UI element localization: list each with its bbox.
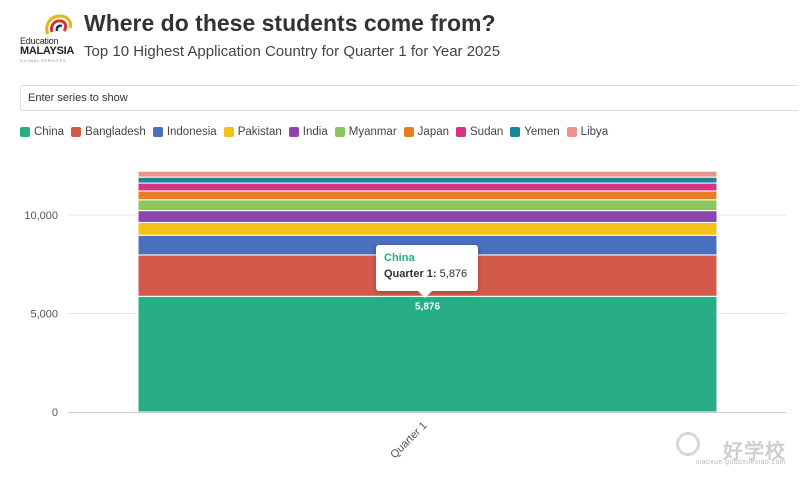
legend-item-libya[interactable]: Libya bbox=[566, 126, 609, 138]
legend-item-sudan[interactable]: Sudan bbox=[456, 126, 503, 138]
bar-segment-japan bbox=[137, 190, 718, 201]
legend-swatch bbox=[288, 127, 299, 137]
legend-item-china[interactable]: China bbox=[20, 126, 64, 138]
legend-item-bangladesh[interactable]: Bangladesh bbox=[71, 126, 146, 138]
education-malaysia-logo: Education MALAYSIA GLOBAL SERVICES bbox=[20, 12, 78, 63]
legend-item-japan[interactable]: Japan bbox=[403, 126, 450, 138]
bar-segment-libya bbox=[137, 170, 718, 178]
legend-label: Indonesia bbox=[166, 126, 217, 138]
legend-item-yemen[interactable]: Yemen bbox=[510, 126, 560, 138]
legend-label: Yemen bbox=[524, 126, 560, 138]
chart-subtitle: Top 10 Highest Application Country for Q… bbox=[84, 43, 501, 60]
bar-segment-yemen bbox=[137, 176, 718, 184]
chart-header: Education MALAYSIA GLOBAL SERVICES Where… bbox=[20, 10, 780, 70]
data-label-china: 5,876 bbox=[415, 301, 440, 312]
legend-swatch bbox=[456, 127, 467, 137]
legend-swatch bbox=[223, 127, 234, 137]
legend-swatch bbox=[71, 127, 82, 137]
legend-swatch bbox=[20, 127, 30, 137]
watermark-text: 好学校 bbox=[723, 441, 786, 463]
legend-label: Bangladesh bbox=[85, 126, 146, 138]
legend-label: India bbox=[302, 126, 328, 138]
y-tick-label: 10,000 bbox=[24, 210, 58, 222]
legend-swatch bbox=[566, 127, 577, 137]
chart-tooltip: China Quarter 1: 5,876 bbox=[376, 245, 478, 298]
bar-segment-india bbox=[137, 210, 718, 223]
bar-segment-pakistan bbox=[137, 221, 718, 236]
chart-title: Where do these students come from? bbox=[84, 10, 496, 36]
legend-item-indonesia[interactable]: Indonesia bbox=[152, 126, 217, 138]
x-tick-label: Quarter 1 bbox=[388, 420, 429, 461]
bar-segment-sudan bbox=[137, 182, 718, 192]
watermark: 好学校 xiaoxue.goodxuexiao.com bbox=[666, 429, 786, 471]
tooltip-category-label: Quarter 1: bbox=[384, 268, 437, 280]
legend-item-pakistan[interactable]: Pakistan bbox=[223, 126, 282, 138]
tooltip-series-name: China bbox=[384, 252, 415, 264]
legend-swatch bbox=[152, 127, 163, 137]
legend-swatch bbox=[403, 127, 414, 137]
legend-label: Myanmar bbox=[348, 126, 397, 138]
legend-swatch bbox=[510, 127, 521, 137]
legend-label: Libya bbox=[580, 126, 609, 138]
logo-text-malaysia: MALAYSIA bbox=[20, 45, 75, 57]
tooltip-value-row: Quarter 1: 5,876 bbox=[384, 268, 470, 280]
watermark-url: xiaoxue.goodxuexiao.com bbox=[695, 459, 786, 466]
logo-text-tagline: GLOBAL SERVICES bbox=[20, 58, 67, 63]
legend-label: Sudan bbox=[470, 126, 504, 138]
legend-item-myanmar[interactable]: Myanmar bbox=[334, 126, 397, 138]
legend-label: Japan bbox=[417, 126, 450, 138]
series-filter-input[interactable] bbox=[20, 85, 798, 111]
stacked-bar-chart: 0 5,000 10,000 5,876 Quarter 1 bbox=[24, 170, 786, 461]
watermark-badge-icon bbox=[676, 432, 700, 456]
y-tick-label: 5,000 bbox=[30, 309, 58, 321]
bar-segment-myanmar bbox=[137, 199, 718, 212]
tooltip-value: 5,876 bbox=[439, 268, 468, 280]
legend-label: China bbox=[34, 126, 65, 138]
bar-segment-china bbox=[137, 295, 718, 413]
logo-text-education: Education bbox=[20, 36, 59, 46]
logo-swirl-icon bbox=[45, 14, 72, 35]
chart-legend: China Bangladesh Indonesia Pakistan India Mya… bbox=[20, 126, 615, 138]
legend-swatch bbox=[334, 127, 345, 137]
legend-label: Pakistan bbox=[237, 126, 282, 138]
legend-item-india[interactable]: India bbox=[288, 126, 328, 138]
y-tick-label: 0 bbox=[52, 407, 58, 419]
